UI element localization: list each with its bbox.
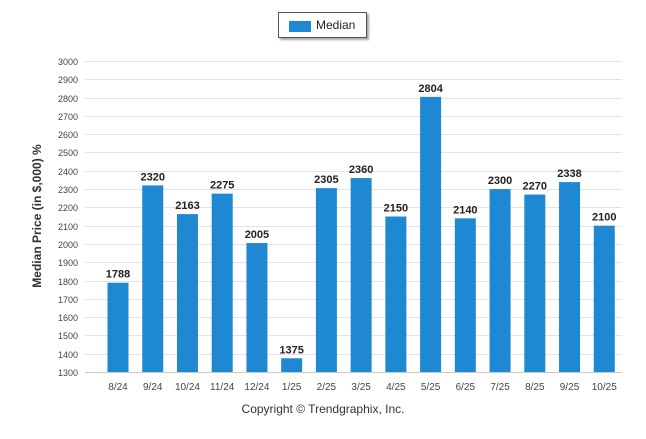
x-tick-label: 8/24 — [108, 382, 128, 393]
y-tick-label: 2200 — [58, 203, 78, 213]
y-tick-label: 2100 — [58, 222, 78, 232]
bar — [454, 218, 476, 372]
x-tick-label: 1/25 — [282, 382, 302, 393]
bar — [107, 282, 129, 372]
y-tick-label: 2500 — [58, 148, 78, 158]
x-tick-label: 4/25 — [386, 382, 406, 393]
data-label: 2300 — [488, 175, 512, 187]
data-label: 2804 — [418, 83, 443, 95]
data-label: 1375 — [279, 344, 303, 356]
grid-lines — [85, 61, 622, 373]
y-axis-label: Median Price (in $,000) % — [30, 144, 44, 288]
data-label: 1788 — [106, 269, 130, 281]
y-tick-label: 1400 — [58, 350, 78, 360]
bar — [142, 185, 164, 372]
bar — [593, 225, 615, 372]
x-axis-ticks: 8/24 9/24 10/24 11/24 12/24 1/25 2/25 3/25 4/25 5… — [108, 382, 617, 393]
x-tick-label: 7/25 — [490, 382, 510, 393]
x-tick-label: 2/25 — [317, 382, 337, 393]
data-label: 2360 — [349, 164, 373, 176]
copyright-text: Copyright © Trendgraphix, Inc. — [241, 402, 405, 416]
y-tick-label: 1600 — [58, 313, 78, 323]
data-label: 2275 — [210, 180, 234, 192]
x-tick-label: 8/25 — [525, 382, 545, 393]
bar — [246, 243, 268, 372]
x-tick-label: 5/25 — [421, 382, 441, 393]
x-tick-label: 10/25 — [592, 382, 617, 393]
bar — [559, 182, 581, 372]
x-tick-label: 10/24 — [175, 382, 200, 393]
bar — [420, 96, 442, 372]
legend-label: Median — [316, 18, 356, 32]
y-tick-label: 1900 — [58, 258, 78, 268]
legend-swatch — [289, 21, 311, 32]
x-tick-label: 12/24 — [244, 382, 269, 393]
x-tick-label: 9/24 — [143, 382, 163, 393]
bar — [315, 188, 337, 372]
y-tick-label: 2300 — [58, 185, 78, 195]
x-tick-label: 3/25 — [351, 382, 371, 393]
y-tick-label: 1500 — [58, 331, 78, 341]
y-tick-label: 2700 — [58, 112, 78, 122]
y-tick-label: 2800 — [58, 94, 78, 104]
data-label: 2270 — [523, 181, 547, 193]
bar — [281, 358, 303, 372]
data-label: 2163 — [175, 200, 199, 212]
y-tick-label: 1700 — [58, 295, 78, 305]
x-tick-label: 11/24 — [210, 382, 235, 393]
legend[interactable]: Median — [278, 12, 367, 38]
bar — [524, 194, 546, 372]
data-label: 2100 — [592, 212, 616, 224]
data-label: 2338 — [557, 168, 581, 180]
bar — [176, 214, 198, 372]
data-label: 2150 — [384, 203, 408, 215]
bar — [350, 178, 372, 372]
y-tick-label: 1300 — [58, 368, 78, 378]
x-tick-label: 9/25 — [560, 382, 580, 393]
bar — [211, 193, 233, 372]
data-label: 2320 — [140, 171, 164, 183]
data-label: 2005 — [245, 229, 269, 241]
x-tick-label: 6/25 — [456, 382, 476, 393]
y-tick-label: 2900 — [58, 75, 78, 85]
y-tick-label: 3000 — [58, 57, 78, 67]
y-tick-label: 1800 — [58, 277, 78, 287]
y-tick-label: 2000 — [58, 240, 78, 250]
bar — [489, 189, 511, 372]
data-label: 2305 — [314, 174, 338, 186]
bar — [385, 216, 407, 372]
data-label: 2140 — [453, 204, 477, 216]
y-axis-ticks: 1300 1400 1500 1600 1700 1800 1900 2000 2100 2200… — [58, 57, 78, 378]
y-tick-label: 2600 — [58, 130, 78, 140]
data-labels: 1788 2320 2163 2275 2005 1375 2305 2360 2150 2804… — [106, 83, 617, 356]
bars — [107, 96, 615, 372]
y-tick-label: 2400 — [58, 167, 78, 177]
